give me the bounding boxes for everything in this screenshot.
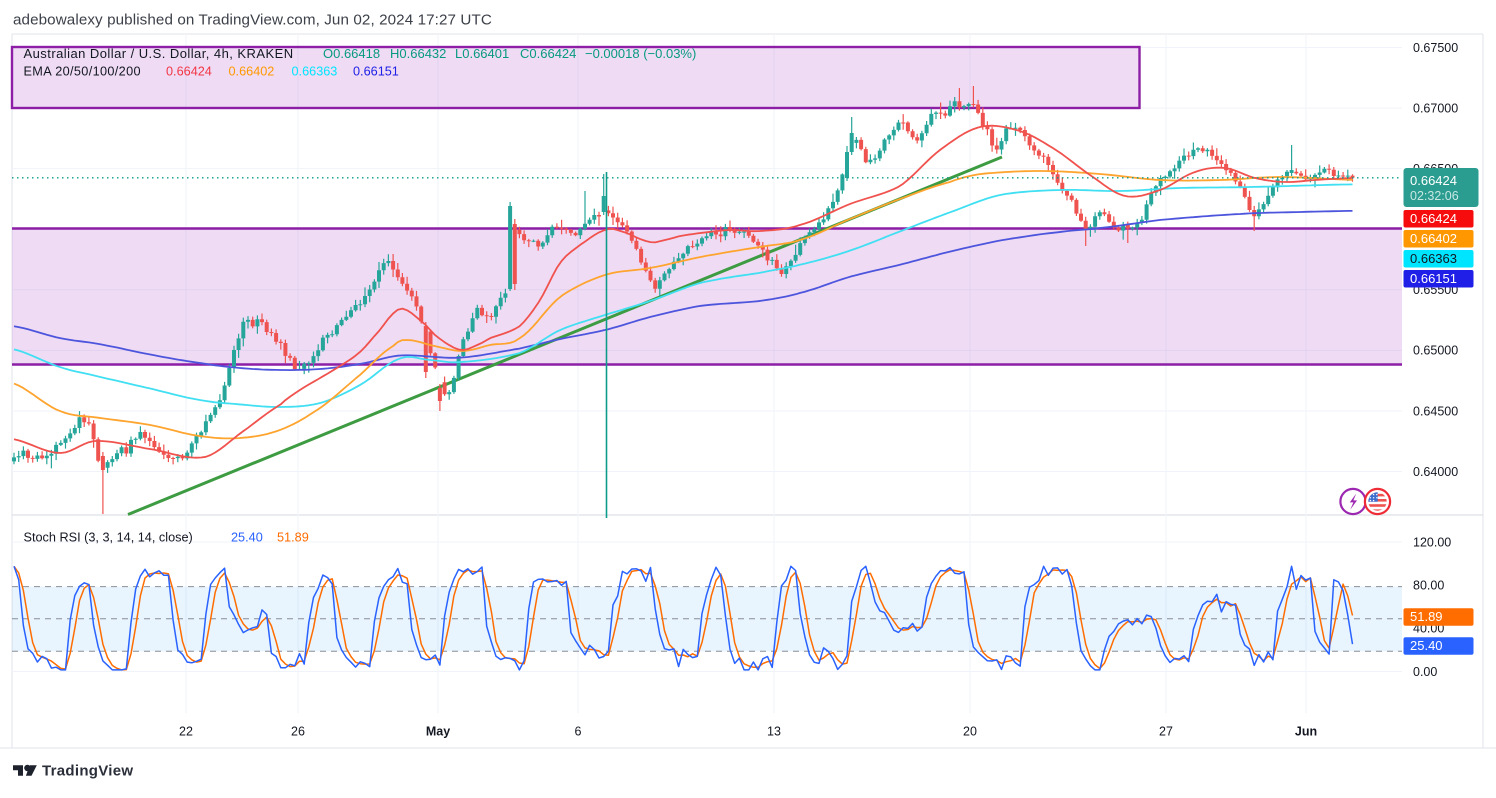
svg-text:25.40: 25.40 xyxy=(231,530,263,544)
svg-text:0.66402: 0.66402 xyxy=(1410,231,1457,246)
svg-text:H0.66432: H0.66432 xyxy=(390,46,446,61)
svg-text:0.66424: 0.66424 xyxy=(1410,211,1457,226)
svg-text:51.89: 51.89 xyxy=(1410,609,1443,624)
svg-text:51.89: 51.89 xyxy=(277,530,309,544)
svg-text:0.66424: 0.66424 xyxy=(166,64,212,78)
svg-text:L0.66401: L0.66401 xyxy=(455,46,509,61)
svg-text:25.40: 25.40 xyxy=(1410,638,1443,653)
svg-text:0.66424: 0.66424 xyxy=(1410,173,1457,188)
svg-text:80.00: 80.00 xyxy=(1413,579,1444,593)
svg-text:−0.00018 (−0.03%): −0.00018 (−0.03%) xyxy=(585,46,696,61)
svg-text:0.00: 0.00 xyxy=(1413,665,1437,679)
svg-text:02:32:06: 02:32:06 xyxy=(1410,189,1459,203)
svg-text:0.66151: 0.66151 xyxy=(1410,271,1457,286)
svg-text:adebowalexy published on Tradi: adebowalexy published on TradingView.com… xyxy=(13,12,492,29)
svg-text:22: 22 xyxy=(179,724,193,738)
svg-text:0.67000: 0.67000 xyxy=(1413,101,1458,115)
svg-text:13: 13 xyxy=(767,724,781,738)
svg-text:Jun: Jun xyxy=(1295,724,1317,738)
svg-text:Stoch RSI (3, 3, 14, 14, close: Stoch RSI (3, 3, 14, 14, close) xyxy=(24,530,193,544)
svg-text:O0.66418: O0.66418 xyxy=(323,46,380,61)
svg-text:0.66363: 0.66363 xyxy=(292,64,338,78)
svg-text:0.66151: 0.66151 xyxy=(353,64,399,78)
svg-text:0.64500: 0.64500 xyxy=(1413,404,1458,418)
svg-text:C0.66424: C0.66424 xyxy=(520,46,576,61)
svg-text:0.66363: 0.66363 xyxy=(1410,251,1457,266)
svg-text:0.64000: 0.64000 xyxy=(1413,465,1458,479)
svg-text:0.65000: 0.65000 xyxy=(1413,344,1458,358)
svg-text:120.00: 120.00 xyxy=(1413,535,1451,549)
svg-text:26: 26 xyxy=(291,724,305,738)
svg-text:0.66402: 0.66402 xyxy=(229,64,275,78)
svg-text:6: 6 xyxy=(575,724,582,738)
svg-text:TradingView: TradingView xyxy=(42,763,133,780)
svg-text:Australian Dollar / U.S. Dolla: Australian Dollar / U.S. Dollar, 4h, KRA… xyxy=(24,46,294,61)
svg-text:0.67500: 0.67500 xyxy=(1413,41,1458,55)
svg-text:EMA 20/50/100/200: EMA 20/50/100/200 xyxy=(24,64,141,78)
svg-text:27: 27 xyxy=(1159,724,1173,738)
svg-text:May: May xyxy=(426,724,450,738)
svg-text:20: 20 xyxy=(963,724,977,738)
